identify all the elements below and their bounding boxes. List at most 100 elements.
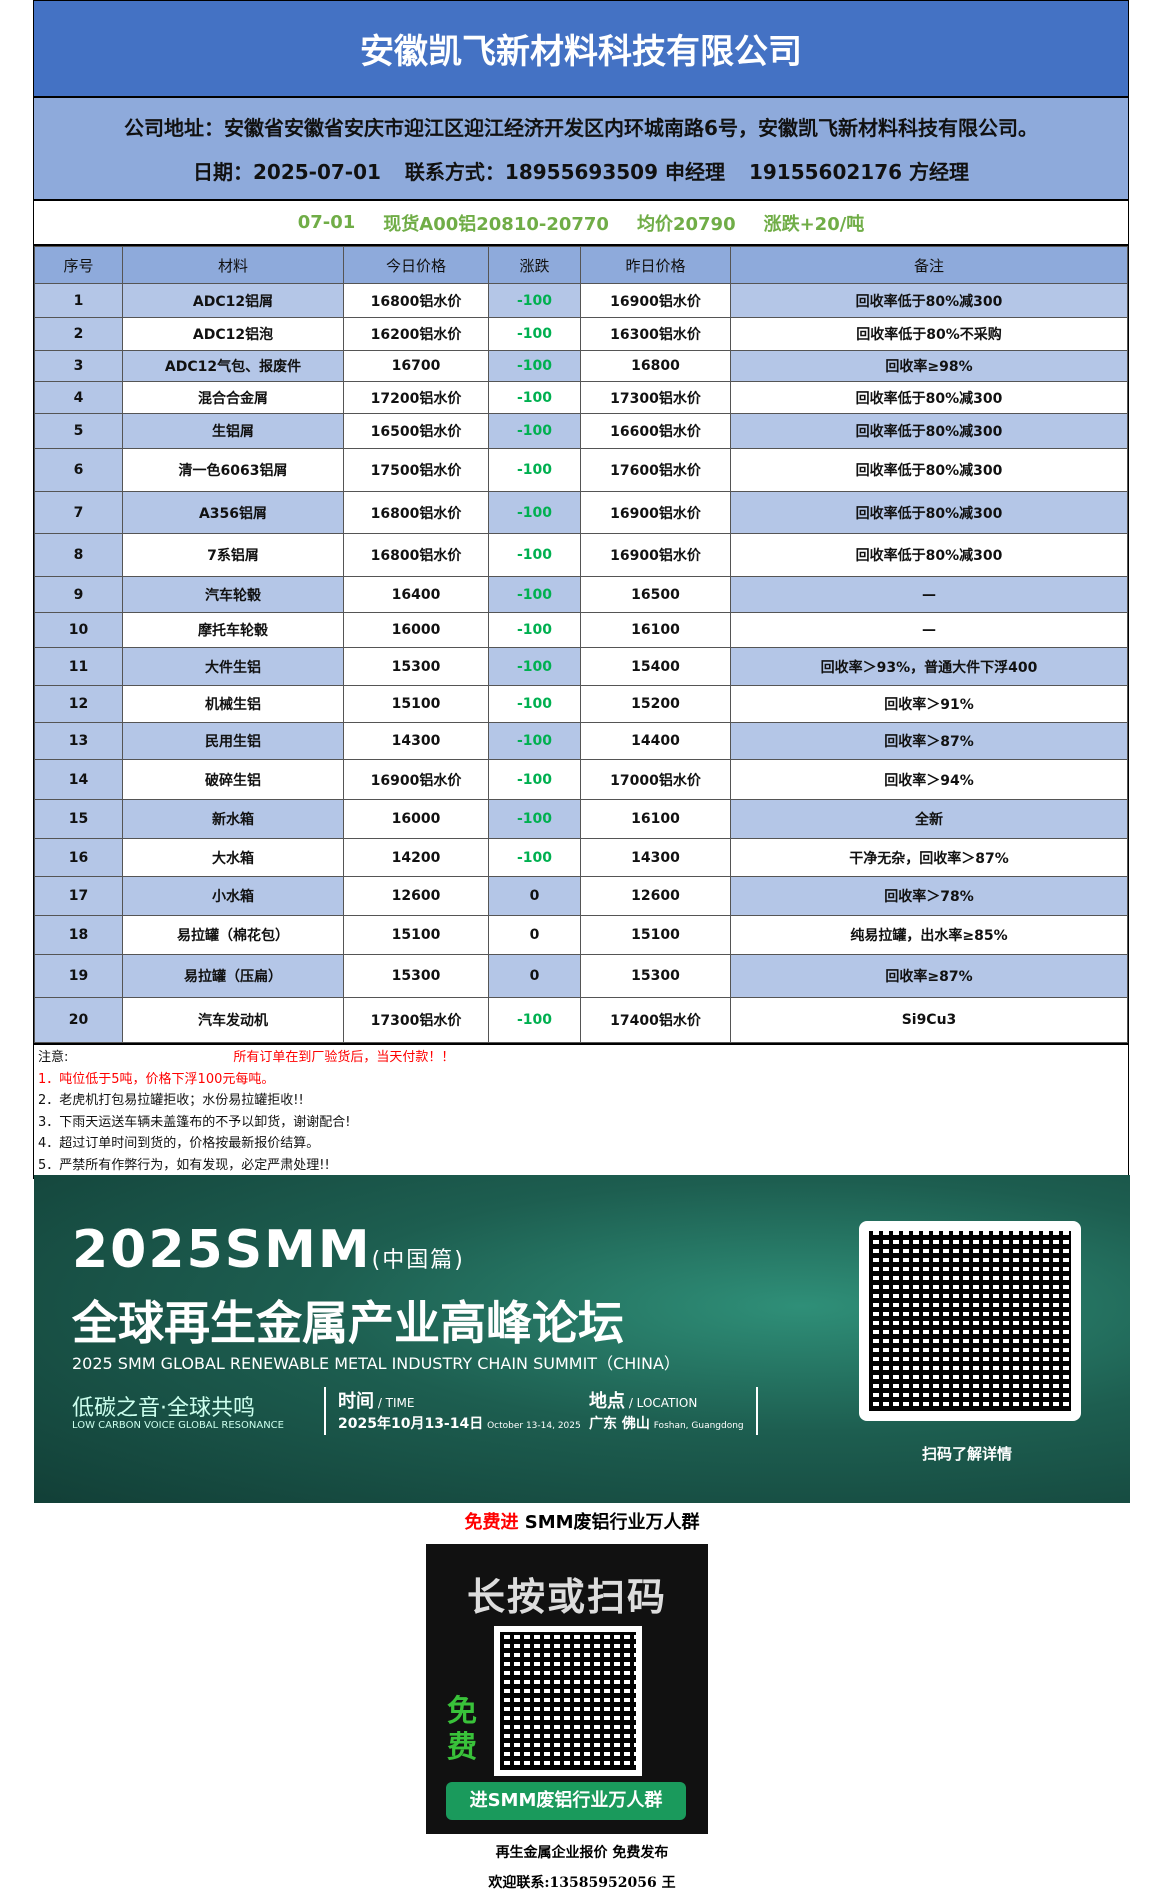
yesterday-price: 15300 bbox=[580, 954, 731, 998]
material: A356铝屑 bbox=[122, 491, 344, 534]
today-price: 17200铝水价 bbox=[343, 381, 489, 414]
price-change: 0 bbox=[488, 954, 581, 998]
table-row: 2 ADC12铝泡 16200铝水价 -100 16300铝水价 回收率低于80%不采购 bbox=[34, 317, 1128, 351]
row-number: 16 bbox=[34, 838, 123, 877]
table-row: 14 破碎生铝 16900铝水价 -100 17000铝水价 回收率＞94% bbox=[34, 759, 1128, 800]
table-row: 3 ADC12气包、报废件 16700 -100 16800 回收率≥98% bbox=[34, 350, 1128, 382]
row-number: 6 bbox=[34, 448, 123, 492]
material: 清一色6063铝屑 bbox=[122, 448, 344, 492]
today-price: 16200铝水价 bbox=[343, 317, 489, 351]
yesterday-price: 15200 bbox=[580, 685, 731, 723]
row-number: 9 bbox=[34, 576, 123, 613]
qr-code-icon[interactable] bbox=[859, 1221, 1081, 1421]
material: 易拉罐（棉花包） bbox=[122, 915, 344, 955]
price-change: -100 bbox=[488, 283, 581, 318]
today-price: 15100 bbox=[343, 915, 489, 955]
join-group-button[interactable]: 进SMM废铝行业万人群 bbox=[446, 1782, 686, 1820]
remark: 回收率低于80%减300 bbox=[730, 283, 1128, 318]
today-price: 16700 bbox=[343, 350, 489, 382]
row-number: 3 bbox=[34, 350, 123, 382]
price-change: -100 bbox=[488, 722, 581, 760]
notes-headline: 所有订单在到厂验货后，当天付款！！ bbox=[233, 1050, 455, 1065]
remark: 回收率＞93%，普通大件下浮400 bbox=[730, 647, 1128, 686]
price-change: -100 bbox=[488, 448, 581, 492]
price-change: -100 bbox=[488, 759, 581, 800]
price-change: -100 bbox=[488, 491, 581, 534]
row-number: 11 bbox=[34, 647, 123, 686]
banner-edition: (中国篇) bbox=[371, 1248, 465, 1273]
price-change: -100 bbox=[488, 799, 581, 839]
column-header: 昨日价格 bbox=[580, 246, 731, 284]
material: ADC12铝泡 bbox=[122, 317, 344, 351]
row-number: 12 bbox=[34, 685, 123, 723]
row-number: 17 bbox=[34, 876, 123, 916]
material: 汽车轮毂 bbox=[122, 576, 344, 613]
footer-line-2: 欢迎联系:13585952056 王 bbox=[488, 1875, 676, 1891]
today-price: 17500铝水价 bbox=[343, 448, 489, 492]
row-number: 18 bbox=[34, 915, 123, 955]
today-price: 16000 bbox=[343, 612, 489, 648]
table-row: 9 汽车轮毂 16400 -100 16500— bbox=[34, 576, 1128, 613]
note-item: 3．下雨天运送车辆未盖篷布的不予以卸货，谢谢配合! bbox=[38, 1114, 351, 1130]
price-change: -100 bbox=[488, 612, 581, 648]
yesterday-price: 17400铝水价 bbox=[580, 997, 731, 1043]
price-sheet: 安徽凯飞新材料科技有限公司 公司地址：安徽省安徽省安庆市迎江区迎江经济开发区内环… bbox=[33, 0, 1129, 1179]
group-qr-card[interactable]: 长按或扫码 免费 进SMM废铝行业万人群 bbox=[426, 1544, 708, 1834]
material: 新水箱 bbox=[122, 799, 344, 839]
report-date: 日期：2025-07-01 bbox=[192, 160, 381, 185]
yesterday-price: 16100 bbox=[580, 799, 731, 839]
group-heading: 免费进 SMM废铝行业万人群 bbox=[464, 1512, 700, 1533]
material: 大水箱 bbox=[122, 838, 344, 877]
price-change: -100 bbox=[488, 997, 581, 1043]
remark: 回收率＞94% bbox=[730, 759, 1128, 800]
free-badge: 免费 bbox=[447, 1694, 477, 1765]
material: 易拉罐（压扁） bbox=[122, 954, 344, 998]
banner-title: 全球再生金属产业高峰论坛 bbox=[72, 1296, 624, 1350]
table-row: 12 机械生铝 15100 -100 15200 回收率＞91% bbox=[34, 685, 1128, 723]
row-number: 7 bbox=[34, 491, 123, 534]
material: 混合合金屑 bbox=[122, 381, 344, 414]
price-change: -100 bbox=[488, 647, 581, 686]
material: 7系铝屑 bbox=[122, 533, 344, 577]
today-price: 15300 bbox=[343, 954, 489, 998]
today-price: 14300 bbox=[343, 722, 489, 760]
yesterday-price: 17000铝水价 bbox=[580, 759, 731, 800]
yesterday-price: 16300铝水价 bbox=[580, 317, 731, 351]
yesterday-price: 16600铝水价 bbox=[580, 413, 731, 449]
row-number: 2 bbox=[34, 317, 123, 351]
yesterday-price: 14300 bbox=[580, 838, 731, 877]
yesterday-price: 12600 bbox=[580, 876, 731, 916]
material: 小水箱 bbox=[122, 876, 344, 916]
contact-2: 19155602176 方经理 bbox=[748, 160, 970, 185]
notes: 注意: 所有订单在到厂验货后，当天付款！！ 1．吨位低于5吨，价格下浮100元每吨… bbox=[34, 1043, 1128, 1178]
note-item: 4．超过订单时间到货的，价格按最新报价结算。 bbox=[38, 1136, 320, 1151]
today-price: 12600 bbox=[343, 876, 489, 916]
price-change: -100 bbox=[488, 413, 581, 449]
table-row: 7 A356铝屑 16800铝水价 -100 16900铝水价 回收率低于80%减300 bbox=[34, 491, 1128, 534]
material: 破碎生铝 bbox=[122, 759, 344, 800]
smm-summit-banner[interactable]: 2025SMM(中国篇) 全球再生金属产业高峰论坛 2025 SMM GLOBA… bbox=[34, 1175, 1130, 1503]
remark: Si9Cu3 bbox=[730, 997, 1128, 1043]
table-row: 13 民用生铝 14300 -100 14400 回收率＞87% bbox=[34, 722, 1128, 760]
table-row: 4 混合合金屑 17200铝水价 -100 17300铝水价 回收率低于80%减300 bbox=[34, 381, 1128, 414]
remark: — bbox=[730, 576, 1128, 613]
row-number: 20 bbox=[34, 997, 123, 1043]
qr-code-icon[interactable] bbox=[494, 1626, 642, 1776]
table-row: 16 大水箱 14200 -100 14300 干净无杂，回收率＞87% bbox=[34, 838, 1128, 877]
table-row: 17 小水箱 12600 0 12600 回收率＞78% bbox=[34, 876, 1128, 916]
today-price: 16900铝水价 bbox=[343, 759, 489, 800]
spot-price-line: 07-01 现货A00铝20810-20770 均价20790 涨跌+20/吨 bbox=[34, 201, 1128, 246]
today-price: 16800铝水价 bbox=[343, 491, 489, 534]
row-number: 19 bbox=[34, 954, 123, 998]
yesterday-price: 15100 bbox=[580, 915, 731, 955]
yesterday-price: 17600铝水价 bbox=[580, 448, 731, 492]
column-header: 涨跌 bbox=[488, 246, 581, 284]
row-number: 4 bbox=[34, 381, 123, 414]
remark: 全新 bbox=[730, 799, 1128, 839]
row-number: 15 bbox=[34, 799, 123, 839]
banner-year: 2025SMM(中国篇) bbox=[72, 1220, 465, 1280]
table-row: 8 7系铝屑 16800铝水价 -100 16900铝水价 回收率低于80%减300 bbox=[34, 533, 1128, 577]
banner-subtitle: 2025 SMM GLOBAL RENEWABLE METAL INDUSTRY… bbox=[72, 1354, 680, 1373]
scan-caption: 扫码了解详情 bbox=[922, 1445, 1013, 1463]
notes-label: 注意: bbox=[38, 1050, 69, 1065]
